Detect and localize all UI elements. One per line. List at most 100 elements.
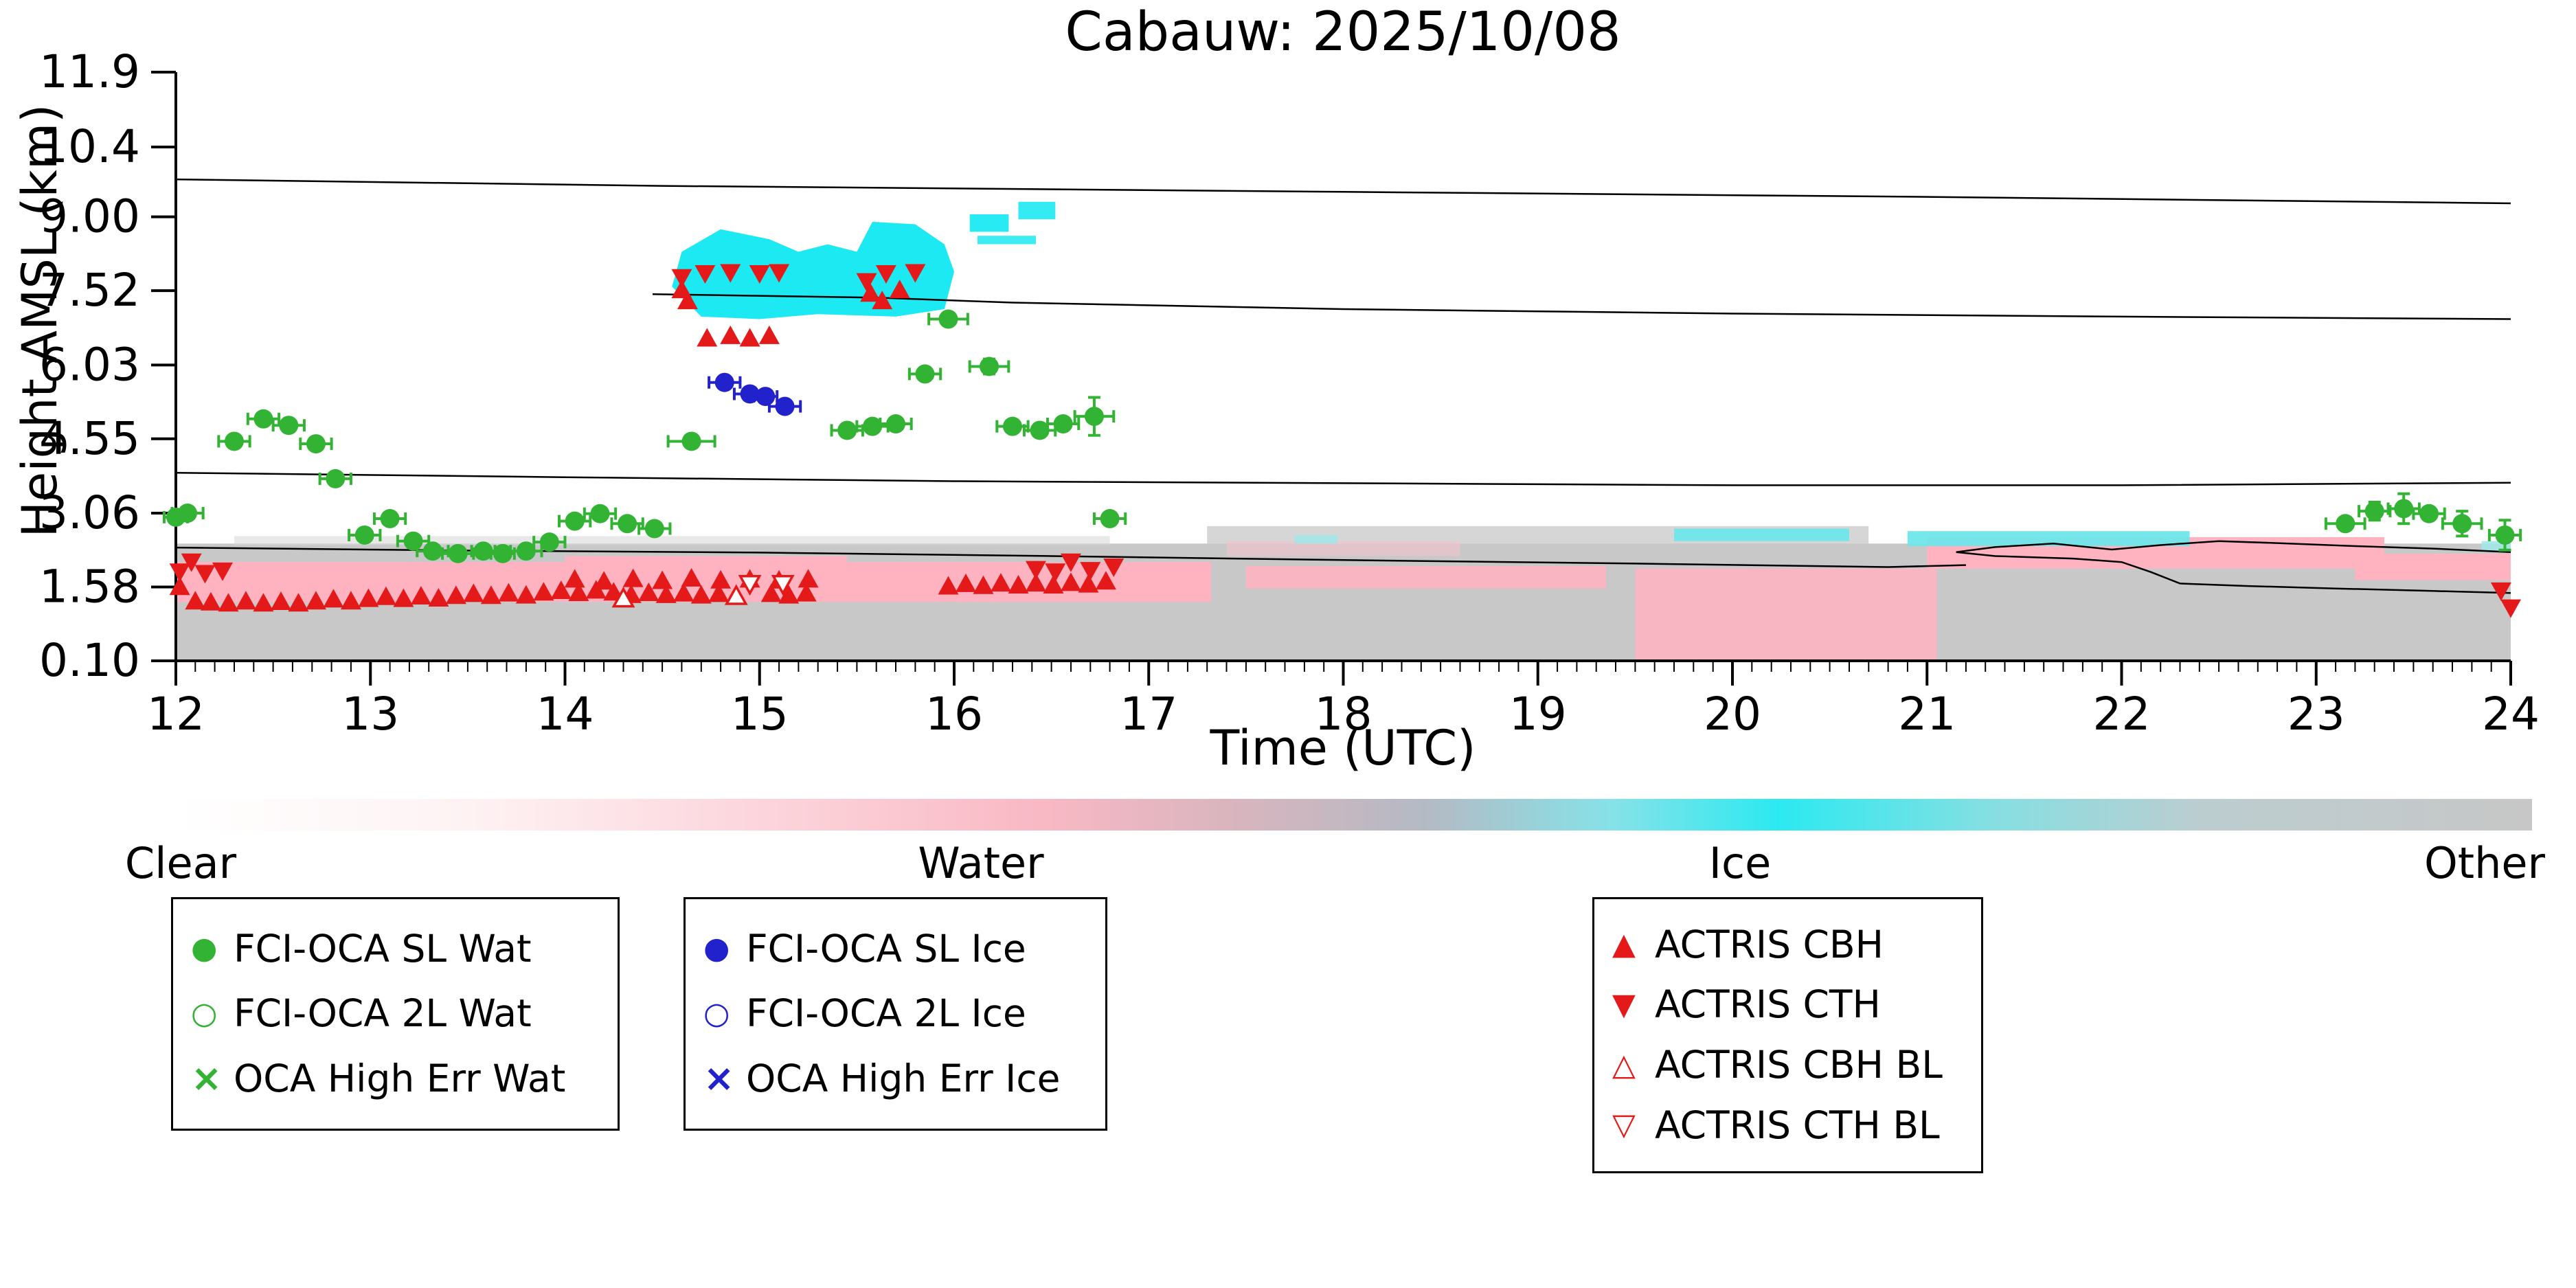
marker-actris-cbh (533, 582, 554, 601)
marker-actris-cbh (428, 587, 449, 607)
colorbar-label-clear: Clear (124, 838, 237, 888)
y-tick-label: 1.58 (39, 561, 140, 613)
marker-fci-oca-sl-wat (618, 514, 637, 534)
legend-item: △ ACTRIS CBH BL (1612, 1043, 1963, 1087)
marker-actris-cbh (739, 328, 760, 347)
water-band-end (2355, 553, 2511, 580)
marker-actris-cbh (622, 568, 644, 587)
x-tick-label: 17 (1120, 688, 1177, 741)
marker-actris-cth (875, 264, 896, 284)
marker-actris-cth (2500, 599, 2521, 618)
marker-fci-oca-sl-wat (979, 357, 999, 376)
marker-actris-cbh (860, 283, 881, 302)
ice-wisp-1 (969, 214, 1009, 232)
marker-actris-cbh (480, 585, 501, 605)
marker-fci-oca-sl-wat (2336, 514, 2355, 534)
marker-actris-cbh (655, 584, 677, 603)
marker-actris-cbh (720, 325, 741, 344)
marker-actris-cth (720, 264, 741, 283)
series-actris-cbh (169, 280, 1116, 612)
marker-fci-oca-sl-wat (2419, 504, 2439, 523)
open-circle-icon: ○ (703, 995, 730, 1031)
x-tick-label: 13 (341, 688, 399, 741)
marker-actris-cth (169, 563, 190, 583)
colorbar-label-water: Water (918, 838, 1044, 888)
y-tick-label: 7.52 (39, 264, 140, 317)
marker-actris-cth (749, 264, 770, 284)
y-tick-label: 0.10 (39, 634, 140, 687)
legend-item-label: ACTRIS CBH (1655, 922, 1884, 967)
x-tick-label: 19 (1509, 688, 1567, 741)
plot-svg: 12 13 14 15 16 17 18 19 20 21 22 23 24 0.10 1.58 3.06 4.… (39, 45, 2540, 741)
marker-actris-cbh (463, 583, 484, 602)
legend-item-label: FCI-OCA SL Ice (746, 927, 1026, 971)
marker-actris-cbh (990, 573, 1011, 592)
y-tick-label: 4.55 (39, 412, 140, 465)
marker-fci-oca-sl-ice (714, 372, 734, 392)
ice-low-patch-1 (1294, 535, 1337, 544)
marker-actris-cth (1060, 553, 1081, 572)
x-tick-label: 18 (1315, 688, 1372, 741)
marker-actris-cth (671, 269, 692, 288)
y-tick-label: 11.9 (39, 45, 140, 98)
marker-actris-cbh (697, 328, 718, 347)
contour-line (1956, 540, 2511, 594)
marker-fci-oca-sl-wat (2364, 501, 2384, 521)
marker-actris-cbh (200, 591, 221, 611)
y-tick-label: 9.00 (39, 190, 140, 243)
marker-actris-cth (1080, 562, 1101, 581)
marker-fci-oca-sl-wat (539, 532, 559, 552)
marker-fci-oca-sl-wat (565, 511, 585, 531)
marker-fci-oca-sl-wat (590, 504, 610, 523)
water-columns (1635, 568, 1937, 660)
marker-actris-cbh (681, 567, 702, 587)
marker-actris-cbh (798, 569, 819, 588)
marker-actris-cth (694, 264, 716, 284)
y-tick-label: 10.4 (39, 120, 140, 173)
marker-fci-oca-sl-wat (448, 543, 468, 563)
ice-low-band-1 (1674, 528, 1849, 541)
marker-fci-oca-sl-wat (403, 531, 423, 551)
marker-actris-cbh (795, 583, 817, 602)
x-tick-label: 15 (731, 688, 789, 741)
y-tick-label: 3.06 (39, 486, 140, 539)
marker-fci-oca-sl-wat (177, 504, 197, 523)
marker-actris-cbh (340, 591, 361, 610)
marker-fci-oca-sl-wat (1030, 420, 1050, 440)
chart-title: Cabauw: 2025/10/08 (1065, 1, 1621, 63)
marker-fci-oca-sl-wat (938, 309, 958, 329)
marker-actris-cbh (760, 583, 782, 602)
marker-actris-cbh (253, 593, 274, 612)
marker-fci-oca-sl-wat (516, 541, 536, 561)
x-tick-label: 23 (2287, 688, 2345, 741)
marker-actris-cbh (445, 585, 466, 605)
marker-actris-cbh-bl (724, 584, 748, 605)
marker-actris-cth (1025, 561, 1046, 580)
marker-actris-cth-bl (771, 574, 795, 596)
marker-actris-cbh (690, 585, 712, 604)
legend-item: ● FCI-OCA SL Ice (703, 927, 1087, 971)
legend-box-ice: ● FCI-OCA SL Ice ○ FCI-OCA 2L Ice × OCA … (683, 897, 1107, 1131)
marker-actris-cbh (673, 583, 694, 602)
marker-fci-oca-sl-wat (224, 431, 244, 451)
marker-fci-oca-sl-wat (886, 414, 906, 434)
marker-fci-oca-sl-wat (493, 543, 512, 563)
x-tick-label: 21 (1898, 688, 1956, 741)
x-tick-label: 12 (147, 688, 205, 741)
marker-fci-oca-sl-wat (681, 431, 701, 451)
legend-item: ▽ ACTRIS CTH BL (1612, 1103, 1963, 1147)
marker-actris-cth (2490, 582, 2511, 601)
legend-item: × OCA High Err Wat (191, 1057, 600, 1100)
legend-item-label: ACTRIS CBH BL (1655, 1043, 1943, 1087)
x-tick-label: 20 (1704, 688, 1761, 741)
x-marker-icon: × (703, 1057, 735, 1100)
ice-wisp-2 (1018, 201, 1056, 220)
marker-actris-cth (1045, 563, 1066, 583)
marker-actris-cbh (1025, 573, 1046, 592)
marker-actris-cbh (594, 571, 615, 590)
marker-actris-cbh (758, 325, 780, 344)
gray-speckle-band (234, 536, 1110, 545)
marker-fci-oca-sl-wat (837, 420, 857, 440)
legend-item-label: FCI-OCA 2L Wat (234, 991, 532, 1036)
marker-actris-cbh (710, 569, 732, 589)
